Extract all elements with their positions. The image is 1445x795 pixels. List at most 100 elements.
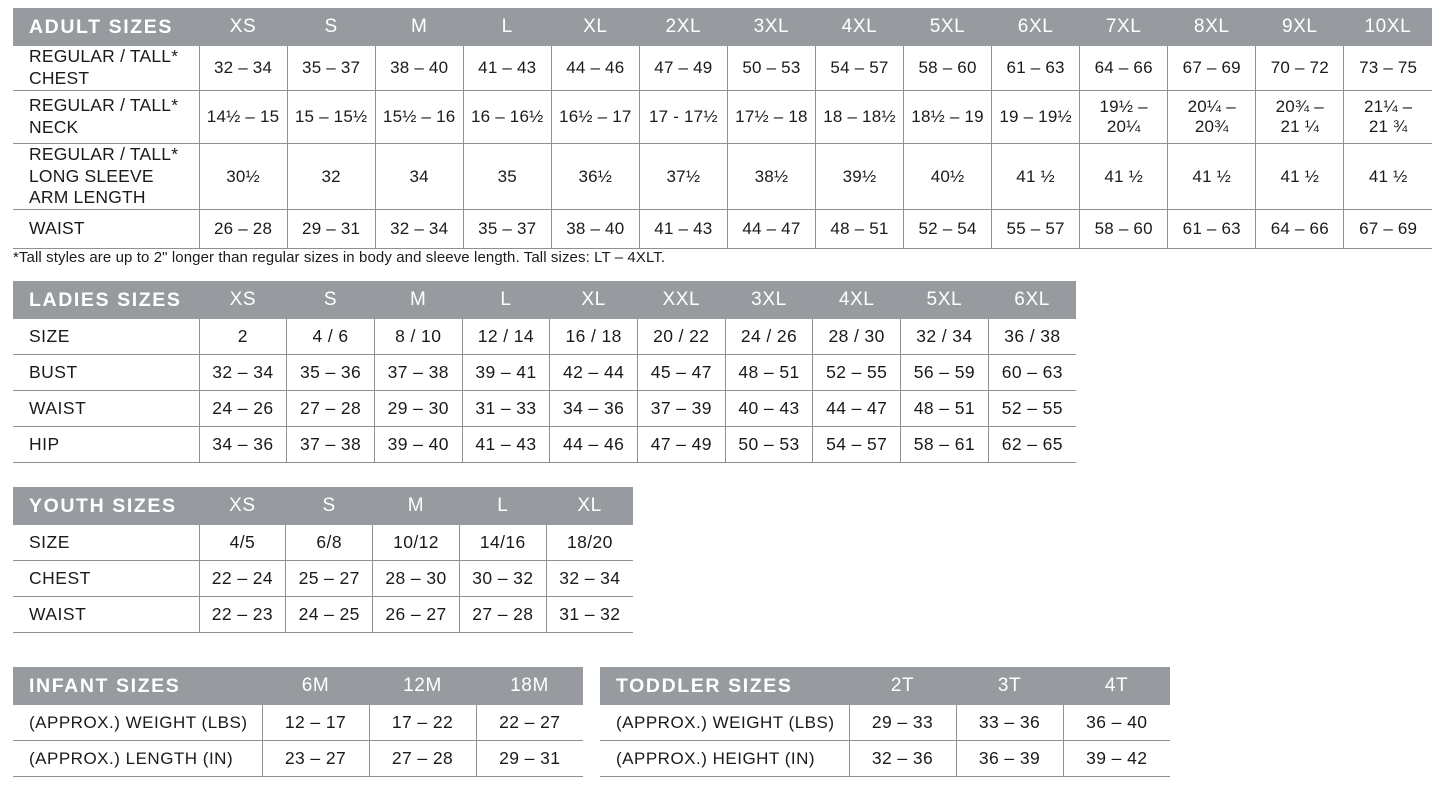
- ladies-sizes-table: LADIES SIZES XS S M L XL XXL 3XL 4XL 5XL…: [13, 281, 1076, 463]
- adult-cell-waist-9xl: 64 – 66: [1255, 209, 1345, 250]
- adult-cell-neck-5xl: 18½ – 19: [903, 90, 993, 144]
- toddler-table-body: (APPROX.) WEIGHT (LBS) 29 – 33 33 – 36 3…: [600, 705, 1170, 777]
- adult-cell-chest-10xl: 73 – 75: [1343, 46, 1432, 91]
- adult-col-header-5xl: 5XL: [903, 8, 992, 46]
- ladies-cell-waist-s: 27 – 28: [286, 390, 375, 427]
- ladies-col-header-xxl: XXL: [637, 281, 726, 319]
- ladies-cell-size-xl: 16 / 18: [549, 319, 638, 355]
- infant-table-title: INFANT SIZES: [13, 667, 262, 705]
- adult-cell-sleeve-7xl: 41 ½: [1079, 143, 1169, 211]
- adult-cell-sleeve-9xl: 41 ½: [1255, 143, 1345, 211]
- ladies-cell-size-m: 8 / 10: [374, 319, 463, 355]
- toddler-cell-weight-4t: 36 – 40: [1063, 705, 1170, 741]
- ladies-cell-bust-3xl: 48 – 51: [725, 354, 814, 391]
- youth-cell-chest-s: 25 – 27: [285, 560, 374, 597]
- youth-cell-chest-xl: 32 – 34: [546, 560, 633, 597]
- ladies-cell-size-l: 12 / 14: [462, 319, 551, 355]
- infant-row-label-weight: (APPROX.) WEIGHT (LBS): [13, 705, 263, 741]
- adult-cell-neck-m: 15½ – 16: [375, 90, 464, 144]
- infant-cell-length-12m: 27 – 28: [369, 740, 477, 777]
- ladies-col-header-xl: XL: [549, 281, 638, 319]
- ladies-cell-size-3xl: 24 / 26: [725, 319, 814, 355]
- youth-cell-size-s: 6/8: [285, 525, 374, 561]
- ladies-cell-size-xxl: 20 / 22: [637, 319, 726, 355]
- infant-cell-weight-6m: 12 – 17: [262, 705, 370, 741]
- adult-cell-chest-3xl: 50 – 53: [727, 46, 816, 91]
- ladies-col-header-xs: XS: [199, 281, 287, 319]
- ladies-cell-hip-xxl: 47 – 49: [637, 426, 726, 463]
- ladies-col-header-m: M: [374, 281, 463, 319]
- youth-table-header: YOUTH SIZES XS S M L XL: [13, 487, 633, 525]
- ladies-cell-hip-5xl: 58 – 61: [900, 426, 989, 463]
- toddler-cell-height-2t: 32 – 36: [849, 740, 957, 777]
- youth-col-header-xs: XS: [199, 487, 286, 525]
- youth-cell-waist-m: 26 – 27: [372, 596, 460, 633]
- toddler-sizes-table: TODDLER SIZES 2T 3T 4T (APPROX.) WEIGHT …: [600, 667, 1170, 777]
- ladies-cell-hip-6xl: 62 – 65: [988, 426, 1076, 463]
- youth-col-header-m: M: [372, 487, 460, 525]
- adult-cell-neck-7xl: 19½ –20¼: [1079, 90, 1169, 144]
- adult-col-header-3xl: 3XL: [727, 8, 816, 46]
- ladies-row-label-bust: BUST: [13, 354, 200, 391]
- adult-cell-waist-xs: 26 – 28: [199, 209, 288, 250]
- infant-cell-length-6m: 23 – 27: [262, 740, 370, 777]
- adult-cell-neck-9xl: 20¾ –21 ¼: [1255, 90, 1345, 144]
- ladies-cell-waist-5xl: 48 – 51: [900, 390, 989, 427]
- ladies-cell-bust-4xl: 52 – 55: [812, 354, 902, 391]
- toddler-cell-weight-3t: 33 – 36: [956, 705, 1064, 741]
- adult-cell-waist-6xl: 55 – 57: [991, 209, 1081, 250]
- ladies-cell-waist-m: 29 – 30: [374, 390, 463, 427]
- ladies-cell-bust-xl: 42 – 44: [549, 354, 638, 391]
- toddler-row-label-height: (APPROX.) HEIGHT (IN): [600, 740, 850, 777]
- adult-col-header-xl: XL: [551, 8, 640, 46]
- adult-cell-neck-s: 15 – 15½: [287, 90, 376, 144]
- adult-cell-waist-l: 35 – 37: [463, 209, 552, 250]
- ladies-header-row: LADIES SIZES XS S M L XL XXL 3XL 4XL 5XL…: [13, 281, 1076, 319]
- adult-cell-neck-xl: 16½ – 17: [551, 90, 640, 144]
- infant-cell-weight-12m: 17 – 22: [369, 705, 477, 741]
- adult-col-header-10xl: 10XL: [1343, 8, 1432, 46]
- infant-cell-weight-18m: 22 – 27: [476, 705, 583, 741]
- toddler-col-header-4t: 4T: [1063, 667, 1170, 705]
- adult-cell-sleeve-6xl: 41 ½: [991, 143, 1081, 211]
- infant-sizes-table: INFANT SIZES 6M 12M 18M (APPROX.) WEIGHT…: [13, 667, 583, 777]
- adult-cell-chest-8xl: 67 – 69: [1167, 46, 1257, 91]
- table-row: SIZE 2 4 / 6 8 / 10 12 / 14 16 / 18 20 /…: [13, 319, 1076, 355]
- ladies-cell-bust-xs: 32 – 34: [199, 354, 288, 391]
- table-row: WAIST 26 – 28 29 – 31 32 – 34 35 – 37 38…: [13, 209, 1432, 250]
- adult-cell-neck-10xl: 21¼ –21 ¾: [1343, 90, 1432, 144]
- adult-col-header-8xl: 8XL: [1167, 8, 1256, 46]
- ladies-table-title: LADIES SIZES: [13, 281, 200, 319]
- adult-cell-chest-s: 35 – 37: [287, 46, 376, 91]
- ladies-cell-bust-6xl: 60 – 63: [988, 354, 1076, 391]
- youth-cell-chest-xs: 22 – 24: [199, 560, 287, 597]
- youth-cell-size-m: 10/12: [372, 525, 460, 561]
- adult-cell-neck-xs: 14½ – 15: [199, 90, 288, 144]
- table-row: (APPROX.) WEIGHT (LBS) 12 – 17 17 – 22 2…: [13, 705, 583, 741]
- ladies-row-label-waist: WAIST: [13, 390, 200, 427]
- table-row: BUST 32 – 34 35 – 36 37 – 38 39 – 41 42 …: [13, 354, 1076, 391]
- adult-cell-sleeve-3xl: 38½: [727, 143, 816, 211]
- adult-cell-chest-l: 41 – 43: [463, 46, 552, 91]
- adult-table-header: ADULT SIZES XS S M L XL 2XL 3XL 4XL 5XL …: [13, 8, 1432, 46]
- adult-cell-chest-4xl: 54 – 57: [815, 46, 905, 91]
- infant-col-header-6m: 6M: [262, 667, 369, 705]
- adult-cell-waist-5xl: 52 – 54: [903, 209, 993, 250]
- ladies-cell-hip-l: 41 – 43: [462, 426, 551, 463]
- youth-cell-waist-xl: 31 – 32: [546, 596, 633, 633]
- adult-row-label-chest: REGULAR / TALL* CHEST: [13, 46, 200, 91]
- youth-row-label-chest: CHEST: [13, 560, 200, 597]
- toddler-cell-height-4t: 39 – 42: [1063, 740, 1170, 777]
- adult-cell-chest-2xl: 47 – 49: [639, 46, 728, 91]
- toddler-table-title: TODDLER SIZES: [600, 667, 849, 705]
- youth-sizes-table: YOUTH SIZES XS S M L XL SIZE 4/5 6/8 10/…: [13, 487, 633, 633]
- adult-table-body: REGULAR / TALL* CHEST 32 – 34 35 – 37 38 …: [13, 46, 1432, 250]
- adult-cell-chest-xl: 44 – 46: [551, 46, 640, 91]
- adult-cell-waist-8xl: 61 – 63: [1167, 209, 1257, 250]
- ladies-cell-hip-xl: 44 – 46: [549, 426, 638, 463]
- adult-col-header-7xl: 7XL: [1079, 8, 1168, 46]
- adult-cell-chest-7xl: 64 – 66: [1079, 46, 1169, 91]
- adult-col-header-xs: XS: [199, 8, 288, 46]
- table-row: SIZE 4/5 6/8 10/12 14/16 18/20: [13, 525, 633, 561]
- adult-cell-chest-5xl: 58 – 60: [903, 46, 993, 91]
